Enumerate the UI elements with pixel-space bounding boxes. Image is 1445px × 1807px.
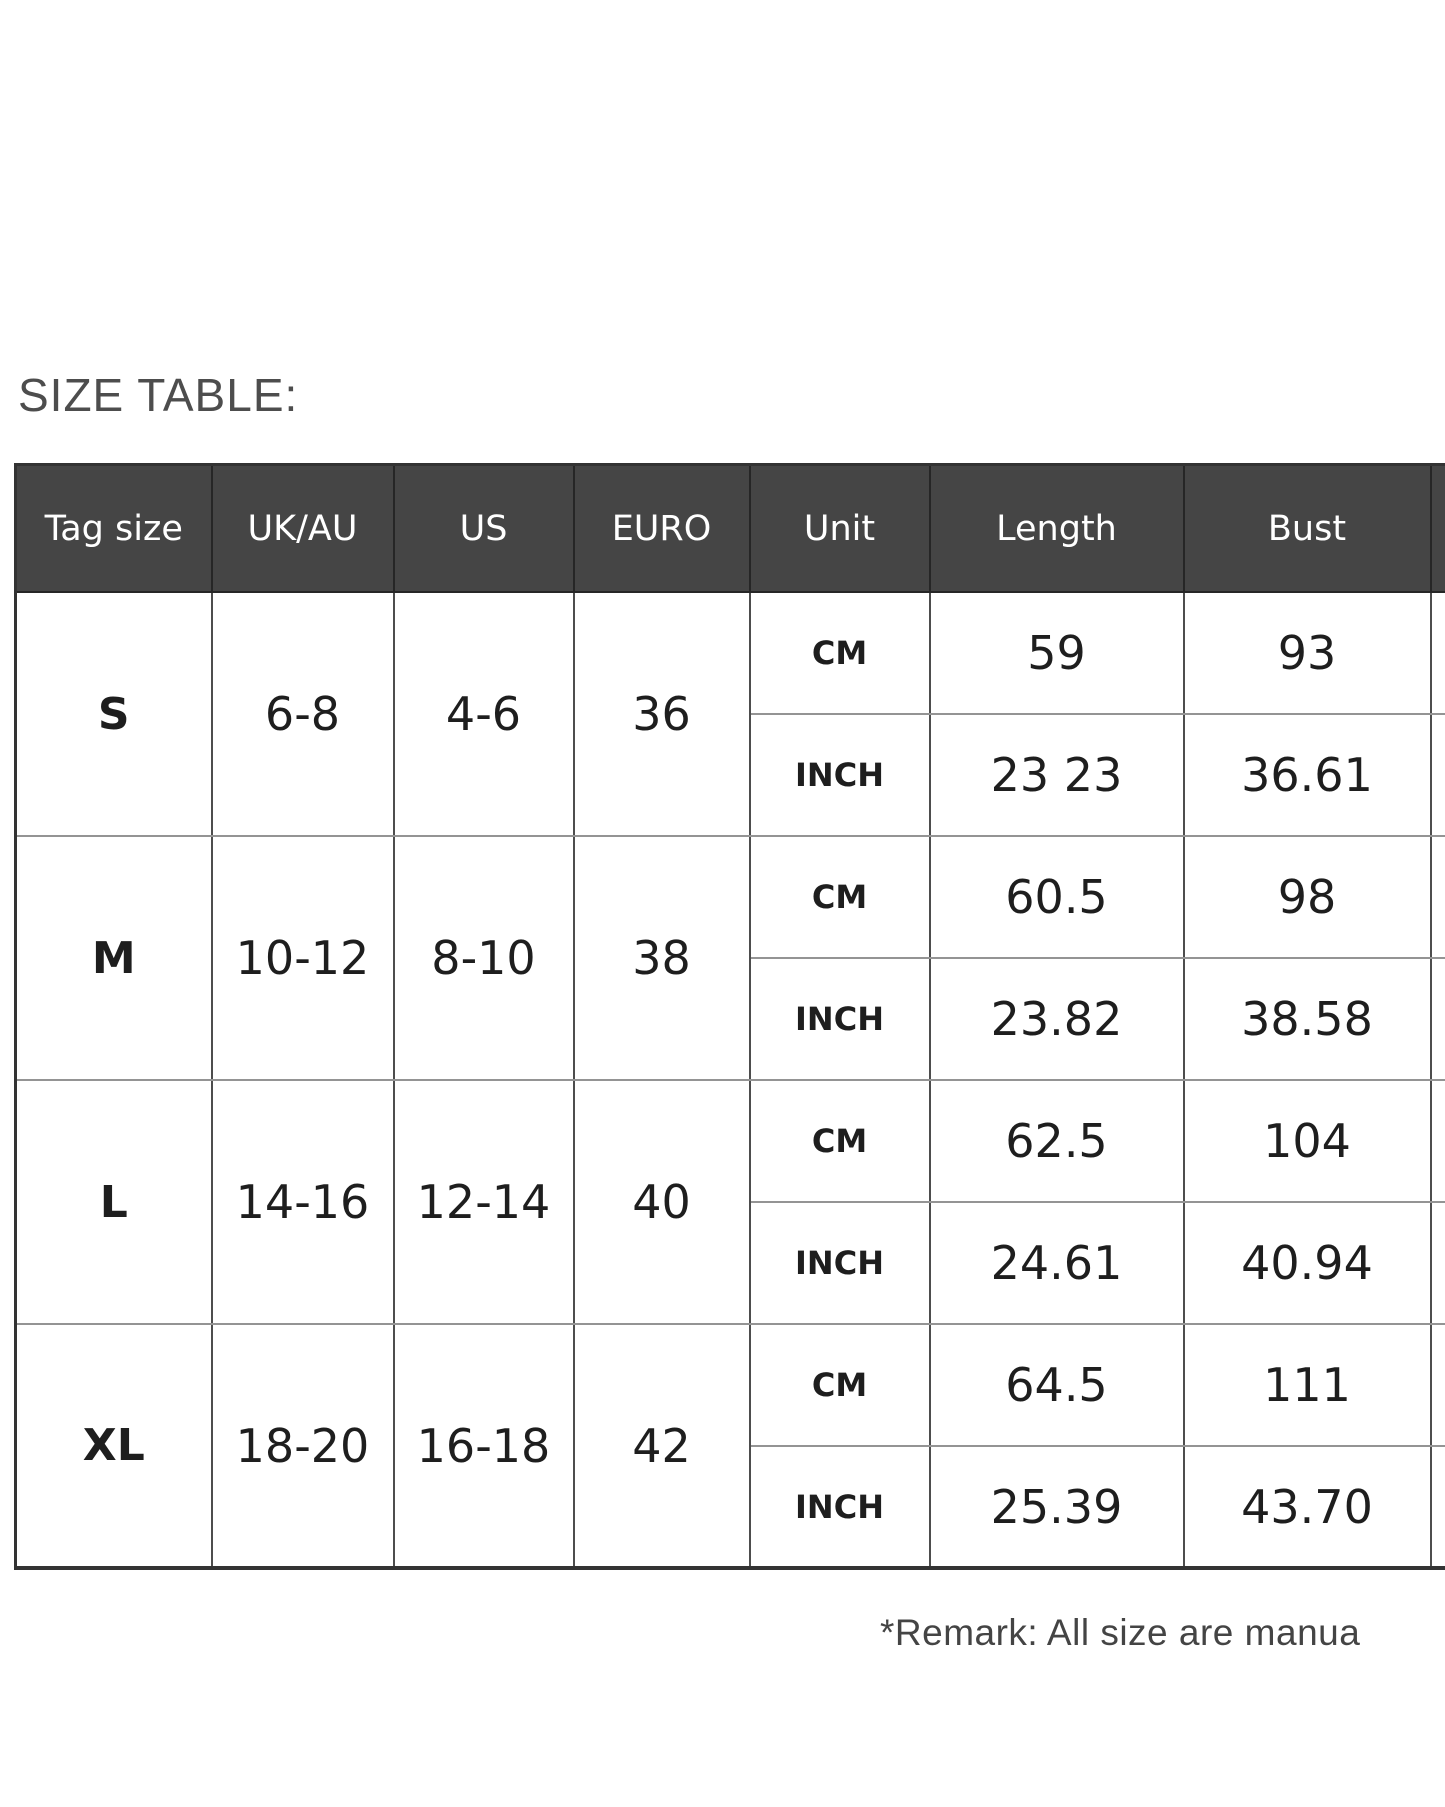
- cell-bust-xl-cm: 111: [1182, 1323, 1432, 1447]
- table-row-l-inch: INCH 24.61 40.94: [16, 1201, 1445, 1325]
- cell-length-xl-inch: 25.39: [928, 1445, 1185, 1569]
- size-table: Tag size UK/AU US EURO Unit Length Bust …: [14, 463, 1445, 1570]
- table-header-row: Tag size UK/AU US EURO Unit Length Bust: [14, 463, 1445, 593]
- cell-unit-inch: INCH: [748, 1445, 931, 1569]
- header-unit: Unit: [748, 463, 931, 593]
- cell-us-s: 4-6: [392, 591, 575, 837]
- table-row-l-cm: L 14-16 12-14 40 CM 62.5 104: [14, 1079, 1445, 1325]
- cell-unit-cm: CM: [748, 591, 931, 715]
- cell-ukau-s: 6-8: [210, 591, 395, 837]
- cell-tag-s: S: [14, 591, 213, 837]
- table-row-s-inch: INCH 23 23 36.61: [16, 713, 1445, 837]
- cell-bust-s-cm: 93: [1182, 591, 1432, 715]
- table-row-xl-inch: INCH 25.39 43.70: [16, 1445, 1445, 1569]
- cell-length-m-cm: 60.5: [928, 835, 1185, 959]
- page-title: SIZE TABLE:: [18, 369, 299, 421]
- cell-partial: [1429, 835, 1445, 959]
- cell-unit-inch: INCH: [748, 957, 931, 1081]
- cell-unit-cm: CM: [748, 1079, 931, 1203]
- cell-bust-s-inch: 36.61: [1182, 713, 1432, 837]
- header-length: Length: [928, 463, 1185, 593]
- cell-unit-cm: CM: [748, 1323, 931, 1447]
- table-row-s-cm: S 6-8 4-6 36 CM 59 93: [14, 591, 1445, 837]
- header-us: US: [392, 463, 575, 593]
- table-row-m-inch: INCH 23.82 38.58: [16, 957, 1445, 1081]
- table-row-xl-cm: XL 18-20 16-18 42 CM 64.5 111: [14, 1323, 1445, 1569]
- cell-euro-m: 38: [572, 835, 751, 1081]
- cell-partial: [1429, 1323, 1445, 1447]
- cell-partial: [1429, 1201, 1445, 1325]
- cell-length-l-cm: 62.5: [928, 1079, 1185, 1203]
- cell-euro-xl: 42: [572, 1323, 751, 1569]
- cell-partial: [1429, 713, 1445, 837]
- cell-partial: [1429, 957, 1445, 1081]
- cell-tag-xl: XL: [14, 1323, 213, 1569]
- cell-partial: [1429, 1079, 1445, 1203]
- cell-length-m-inch: 23.82: [928, 957, 1185, 1081]
- cell-ukau-l: 14-16: [210, 1079, 395, 1325]
- cell-us-m: 8-10: [392, 835, 575, 1081]
- cell-length-l-inch: 24.61: [928, 1201, 1185, 1325]
- cell-us-l: 12-14: [392, 1079, 575, 1325]
- table-row-m-cm: M 10-12 8-10 38 CM 60.5 98: [14, 835, 1445, 1081]
- header-euro: EURO: [572, 463, 751, 593]
- cell-length-s-cm: 59: [928, 591, 1185, 715]
- header-uk-au: UK/AU: [210, 463, 395, 593]
- cell-bust-m-cm: 98: [1182, 835, 1432, 959]
- remark-note: *Remark: All size are manua: [880, 1612, 1361, 1653]
- cell-unit-cm: CM: [748, 835, 931, 959]
- cell-bust-xl-inch: 43.70: [1182, 1445, 1432, 1569]
- header-bust: Bust: [1182, 463, 1432, 593]
- header-tag-size: Tag size: [14, 463, 213, 593]
- cell-length-s-inch: 23 23: [928, 713, 1185, 837]
- header-partial-column: [1429, 463, 1445, 593]
- cell-ukau-m: 10-12: [210, 835, 395, 1081]
- cell-tag-m: M: [14, 835, 213, 1081]
- cell-bust-l-cm: 104: [1182, 1079, 1432, 1203]
- cell-bust-l-inch: 40.94: [1182, 1201, 1432, 1325]
- cell-euro-s: 36: [572, 591, 751, 837]
- cell-unit-inch: INCH: [748, 713, 931, 837]
- cell-partial: [1429, 1445, 1445, 1569]
- cell-bust-m-inch: 38.58: [1182, 957, 1432, 1081]
- cell-euro-l: 40: [572, 1079, 751, 1325]
- cell-partial: [1429, 591, 1445, 715]
- cell-us-xl: 16-18: [392, 1323, 575, 1569]
- cell-tag-l: L: [14, 1079, 213, 1325]
- cell-ukau-xl: 18-20: [210, 1323, 395, 1569]
- cell-length-xl-cm: 64.5: [928, 1323, 1185, 1447]
- cell-unit-inch: INCH: [748, 1201, 931, 1325]
